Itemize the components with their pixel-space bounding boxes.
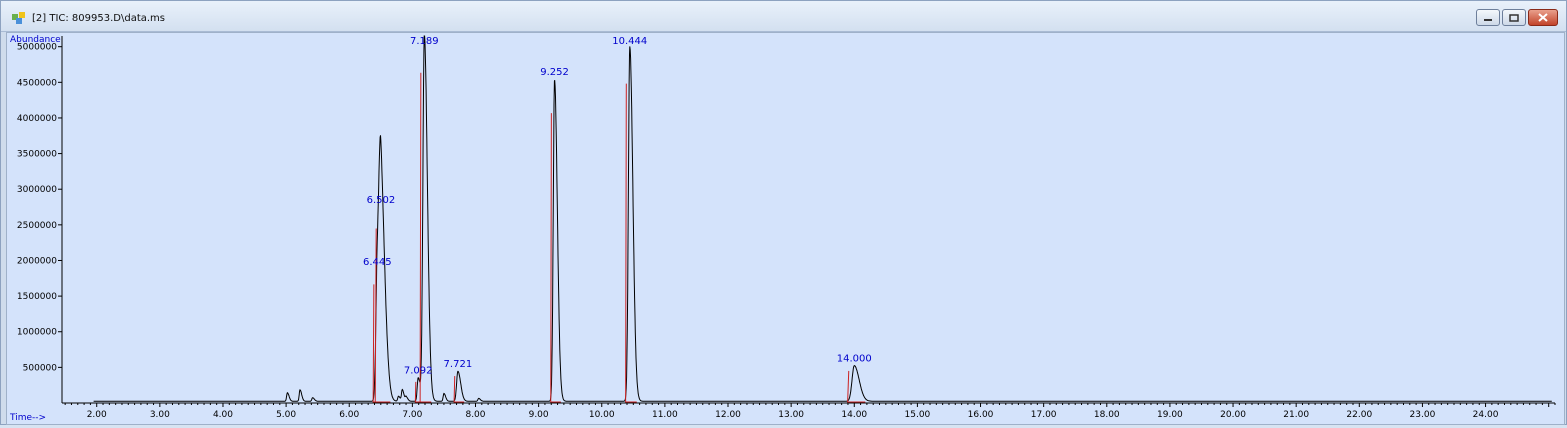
peak-baseline xyxy=(550,113,561,403)
y-tick-label: 4500000 xyxy=(17,78,57,88)
x-tick-label: 7.00 xyxy=(402,410,422,420)
x-tick-label: 2.00 xyxy=(87,410,107,420)
app-icon xyxy=(12,12,25,24)
window-title: [2] TIC: 809953.D\data.ms xyxy=(32,13,166,24)
x-tick-label: 6.00 xyxy=(339,410,359,420)
maximize-button[interactable] xyxy=(1502,9,1526,26)
y-tick-label: 5000000 xyxy=(17,43,57,53)
tic-trace xyxy=(93,35,1552,402)
minimize-icon xyxy=(1484,18,1492,21)
y-axis-label: Abundance xyxy=(10,35,61,45)
peak-baseline xyxy=(625,83,637,403)
chromatogram-plot-area[interactable]: Abundance Time--> 500000 1000000 1500000 20… xyxy=(6,32,1565,425)
x-tick-label: 9.00 xyxy=(529,410,549,420)
x-tick-label: 11.00 xyxy=(652,410,678,420)
x-tick-label: 13.00 xyxy=(778,410,804,420)
peak-label: 6.502 xyxy=(367,195,396,206)
y-tick-label: 500000 xyxy=(23,363,58,373)
y-tick-label: 3500000 xyxy=(17,150,57,160)
y-tick-label: 2000000 xyxy=(17,256,57,266)
y-tick-label: 4000000 xyxy=(17,114,57,124)
peak-baseline xyxy=(374,228,391,403)
maximize-icon xyxy=(1509,13,1519,22)
y-tick-label: 1000000 xyxy=(17,328,57,338)
x-tick-label: 17.00 xyxy=(1031,410,1057,420)
x-tick-label: 15.00 xyxy=(905,410,931,420)
y-tick-label: 2500000 xyxy=(17,221,57,231)
x-tick-label: 3.00 xyxy=(150,410,170,420)
peak-label: 10.444 xyxy=(612,36,647,47)
close-button[interactable] xyxy=(1528,9,1558,26)
x-tick-label: 19.00 xyxy=(1157,410,1183,420)
x-tick-label: 20.00 xyxy=(1220,410,1246,420)
y-tick-label: 3000000 xyxy=(17,185,57,195)
peak-label: 7.189 xyxy=(410,36,439,47)
chromatogram-chart: Abundance Time--> 500000 1000000 1500000 20… xyxy=(9,35,1556,423)
y-tick-label: 1500000 xyxy=(17,292,57,302)
x-tick-label: 22.00 xyxy=(1346,410,1372,420)
x-tick-label: 14.00 xyxy=(841,410,867,420)
x-tick-label: 24.00 xyxy=(1473,410,1499,420)
peak-label: 7.721 xyxy=(444,359,473,370)
peak-baseline xyxy=(847,370,866,403)
close-icon xyxy=(1538,13,1548,22)
x-tick-label: 10.00 xyxy=(589,410,615,420)
peak-baseline xyxy=(419,72,432,403)
peak-label: 9.252 xyxy=(540,67,569,78)
x-tick-label: 4.00 xyxy=(213,410,233,420)
x-tick-label: 23.00 xyxy=(1410,410,1436,420)
x-tick-label: 21.00 xyxy=(1283,410,1309,420)
x-tick-label: 5.00 xyxy=(276,410,296,420)
peak-label: 6.445 xyxy=(363,257,392,268)
peak-label: 7.092 xyxy=(404,365,433,376)
x-tick-label: 12.00 xyxy=(715,410,741,420)
x-axis-label: Time--> xyxy=(9,413,46,423)
x-tick-label: 16.00 xyxy=(968,410,994,420)
title-bar[interactable]: [2] TIC: 809953.D\data.ms xyxy=(1,1,1566,32)
minimize-button[interactable] xyxy=(1476,9,1500,26)
peak-baseline xyxy=(453,376,465,403)
x-tick-label: 18.00 xyxy=(1094,410,1120,420)
peak-label: 14.000 xyxy=(837,353,872,364)
x-tick-label: 8.00 xyxy=(465,410,485,420)
